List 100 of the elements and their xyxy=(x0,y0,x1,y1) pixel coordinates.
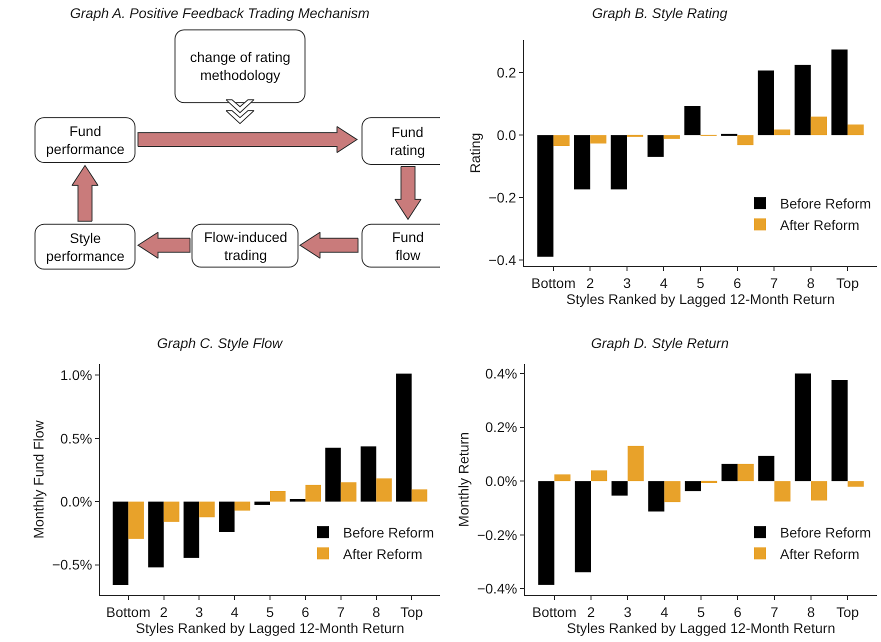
legend-label: After Reform xyxy=(780,546,860,562)
bar xyxy=(396,374,412,502)
x-tick-label: 2 xyxy=(586,274,594,291)
bar xyxy=(722,464,738,482)
legend-label: After Reform xyxy=(343,546,422,562)
bar xyxy=(628,446,644,482)
x-tick-label: Bottom xyxy=(531,274,576,291)
bar xyxy=(848,124,864,136)
text: Flow-induced trading xyxy=(204,229,288,264)
x-tick-label: 6 xyxy=(734,604,742,620)
bar xyxy=(774,129,790,136)
bar xyxy=(554,474,570,482)
x-tick-label: Top xyxy=(836,274,860,291)
bar xyxy=(290,498,306,502)
bar xyxy=(831,50,848,136)
x-tick-label: 4 xyxy=(660,604,668,620)
bar xyxy=(164,502,180,522)
bar xyxy=(199,502,215,518)
x-tick-label: 6 xyxy=(302,604,310,620)
x-tick-label: 7 xyxy=(336,604,345,620)
x-tick-label: Top xyxy=(400,604,424,620)
text: Graph A. Positive Feedback Trading Mechanism xyxy=(70,5,370,21)
bar xyxy=(684,481,701,492)
bar xyxy=(376,478,392,502)
bar xyxy=(360,446,376,502)
bar xyxy=(591,470,608,482)
bar xyxy=(553,135,570,146)
chart-title: Graph C. Style Flow xyxy=(157,335,284,351)
bar xyxy=(219,502,235,532)
bar xyxy=(738,464,754,482)
y-axis-title: Rating xyxy=(467,132,484,174)
text: Fund performance xyxy=(46,123,125,158)
text: Fund flow xyxy=(392,229,424,264)
y-axis-title: Monthly Fund Flow xyxy=(30,419,47,539)
bar xyxy=(848,481,864,487)
bar xyxy=(811,481,828,500)
bar xyxy=(537,135,554,257)
x-axis-title: Styles Ranked by Lagged 12-Month Return xyxy=(566,290,835,307)
bar xyxy=(270,491,286,502)
bar xyxy=(234,502,250,511)
bar xyxy=(648,481,664,512)
bar xyxy=(794,64,811,136)
y-tick-label: 0.0% xyxy=(485,473,518,490)
x-tick-label: Bottom xyxy=(106,604,151,620)
bar xyxy=(184,502,200,558)
y-tick-label: 0.0% xyxy=(60,494,92,510)
x-tick-label: 6 xyxy=(733,274,742,291)
x-tick-label: 5 xyxy=(697,604,706,620)
chart-title: Graph D. Style Return xyxy=(591,335,729,351)
bar xyxy=(810,116,827,136)
y-tick-label: 0.5% xyxy=(60,430,92,446)
y-tick-label: −0.2 xyxy=(488,189,516,206)
x-tick-label: 7 xyxy=(770,604,778,620)
bar xyxy=(254,502,270,505)
bar xyxy=(590,135,606,144)
bar xyxy=(112,502,128,586)
bar xyxy=(832,380,848,482)
bar xyxy=(325,448,341,502)
x-tick-label: 8 xyxy=(806,274,815,291)
x-tick-label: 3 xyxy=(195,604,204,620)
legend-label: Before Reform xyxy=(780,196,872,212)
x-tick-label: 7 xyxy=(770,274,778,291)
legend-label: Before Reform xyxy=(780,524,872,541)
bar xyxy=(148,502,164,568)
x-tick-label: 3 xyxy=(623,274,632,291)
y-tick-label: 1.0% xyxy=(60,367,92,384)
x-tick-label: 3 xyxy=(624,604,632,620)
y-tick-label: −0.2% xyxy=(477,526,518,543)
bar xyxy=(610,135,627,190)
bar xyxy=(758,70,774,136)
y-tick-label: −0.5% xyxy=(52,556,92,573)
bar xyxy=(574,135,590,190)
x-tick-label: 2 xyxy=(160,604,168,620)
bar xyxy=(128,502,144,539)
bar xyxy=(612,481,628,496)
bar xyxy=(774,481,790,502)
bar xyxy=(664,135,680,139)
legend-label: Before Reform xyxy=(343,524,434,541)
x-tick-label: 5 xyxy=(696,274,705,291)
x-tick-label: Top xyxy=(836,604,860,620)
x-tick-label: 4 xyxy=(660,274,668,291)
bar xyxy=(648,135,664,157)
bar xyxy=(684,106,700,136)
text: change of rating methodology xyxy=(190,49,290,84)
x-axis-title: Styles Ranked by Lagged 12-Month Return xyxy=(566,620,836,636)
legend-label: After Reform xyxy=(780,216,860,233)
x-tick-label: 4 xyxy=(230,604,239,620)
bar xyxy=(412,489,428,502)
x-tick-label: 8 xyxy=(372,604,380,620)
bar xyxy=(574,481,591,572)
x-tick-label: 8 xyxy=(807,604,816,620)
bar xyxy=(758,456,774,482)
y-tick-label: 0.4% xyxy=(485,365,518,382)
y-tick-label: −0.4 xyxy=(488,252,516,268)
bar xyxy=(305,484,321,502)
chart-title: Graph B. Style Rating xyxy=(592,5,728,21)
y-axis-title: Monthly Return xyxy=(456,432,472,527)
y-tick-label: −0.4% xyxy=(477,580,518,597)
y-tick-label: 0.2% xyxy=(485,419,518,436)
bar xyxy=(340,482,356,502)
